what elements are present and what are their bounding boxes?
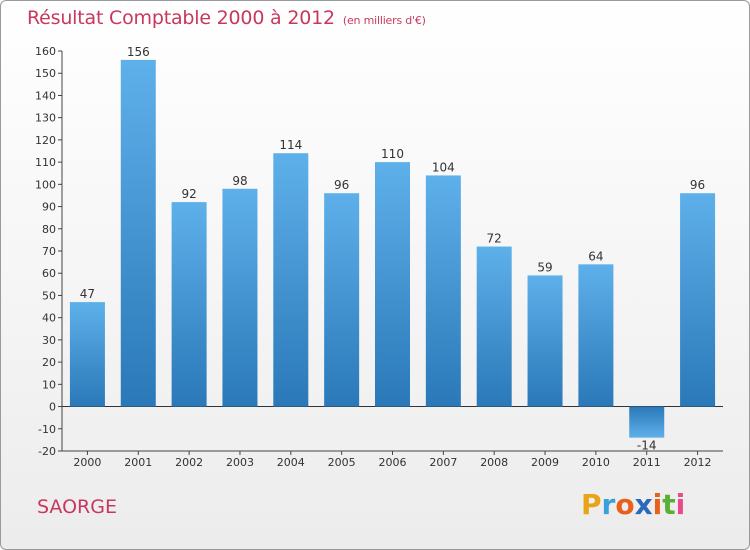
x-tick-label: 2010 [582, 456, 610, 469]
data-label: 114 [279, 138, 302, 152]
x-tick-label: 2003 [226, 456, 254, 469]
x-tick-label: 2004 [277, 456, 305, 469]
y-tick-label: 160 [35, 45, 56, 58]
logo-letter: t [662, 488, 676, 521]
y-tick-label: 50 [42, 289, 56, 302]
bar [629, 406, 665, 438]
y-tick-label: 20 [42, 356, 56, 369]
data-label: 64 [588, 249, 603, 263]
y-tick-label: -20 [38, 445, 56, 458]
logo-letter: o [615, 488, 635, 521]
x-tick-label: 2000 [73, 456, 101, 469]
y-tick-label: 100 [35, 178, 56, 191]
y-tick-label: 150 [35, 67, 56, 80]
bars [69, 59, 716, 438]
x-tick-label: 2012 [684, 456, 712, 469]
x-tick-label: 2007 [429, 456, 457, 469]
data-label: 98 [232, 174, 247, 188]
logo-letter: x [634, 488, 653, 521]
bar [120, 59, 156, 407]
data-label: 104 [432, 160, 455, 174]
y-tick-label: -10 [38, 423, 56, 436]
labels: 47 156 92 98 114 96 110 104 72 59 64 -14 96 [80, 45, 705, 453]
logo-letter: i [652, 488, 663, 521]
data-label: 92 [181, 187, 196, 201]
logo-letter: P [581, 488, 602, 521]
y-tick-label: 120 [35, 134, 56, 147]
bar [375, 162, 410, 407]
logo-letter: i [675, 488, 686, 521]
chart-title: Résultat Comptable 2000 à 2012 (en millie… [27, 7, 426, 29]
x-tick-label: 2002 [175, 456, 203, 469]
x-tick-label: 2005 [328, 456, 356, 469]
y-tick-label: 90 [42, 201, 56, 214]
bar [222, 188, 258, 407]
y-tick-label: 40 [42, 312, 56, 325]
y-tick-label: 110 [35, 156, 56, 169]
logo-letter: r [601, 488, 616, 521]
bar [425, 175, 461, 407]
data-label: 72 [487, 232, 502, 246]
bar [527, 275, 563, 407]
bar [273, 153, 309, 407]
bar [69, 302, 105, 407]
x-tick-label: 2009 [531, 456, 559, 469]
x-tick-label: 2006 [379, 456, 407, 469]
chart-title-text: Résultat Comptable 2000 à 2012 [27, 7, 335, 29]
bar [476, 246, 512, 407]
data-label: -14 [637, 439, 657, 453]
y-tick-label: 140 [35, 89, 56, 102]
bar [171, 202, 207, 407]
data-label: 59 [537, 260, 552, 274]
x-tick-label: 2008 [480, 456, 508, 469]
x-tick-label: 2011 [633, 456, 661, 469]
data-label: 110 [381, 147, 404, 161]
proxiti-logo: Proxiti [581, 488, 685, 521]
y-tick-label: 30 [42, 334, 56, 347]
y-tick-label: 130 [35, 112, 56, 125]
bar [578, 264, 614, 407]
data-label: 96 [690, 178, 705, 192]
x-tick-label: 2001 [124, 456, 152, 469]
y-tick-label: 60 [42, 267, 56, 280]
place-name: SAORGE [37, 496, 117, 518]
y-tick-label: 0 [49, 401, 56, 414]
chart-subtitle: (en milliers d'€) [342, 14, 426, 27]
bar [324, 193, 360, 407]
data-label: 156 [127, 45, 150, 59]
y-tick-label: 80 [42, 223, 56, 236]
bar [680, 193, 716, 407]
data-label: 47 [80, 287, 95, 301]
y-tick-label: 10 [42, 378, 56, 391]
axes: -20 -10 0 10 20 30 40 50 60 70 80 90 100 110 120 130 140… [35, 45, 723, 469]
y-tick-label: 70 [42, 245, 56, 258]
data-label: 96 [334, 178, 349, 192]
